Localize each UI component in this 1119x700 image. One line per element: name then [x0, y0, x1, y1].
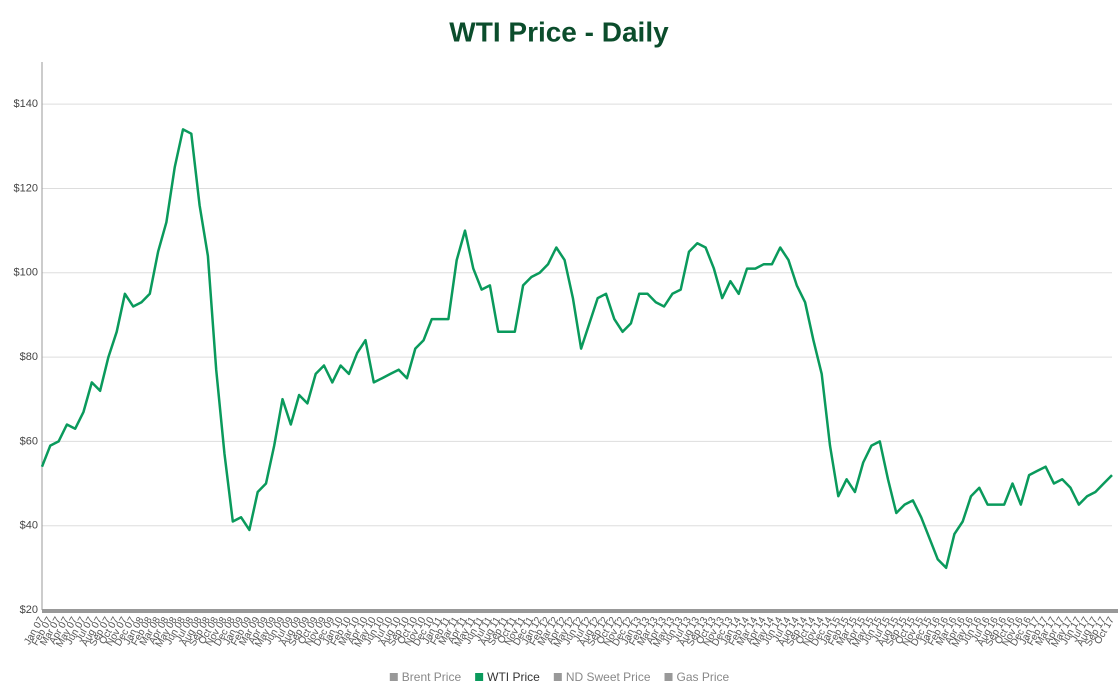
y-tick-label: $80 — [20, 351, 38, 363]
legend-label: ND Sweet Price — [566, 670, 651, 684]
legend-marker — [475, 673, 484, 681]
legend-marker — [389, 673, 398, 681]
line — [40, 128, 1113, 570]
y-tick-label: $120 — [14, 182, 38, 194]
legend-marker — [664, 673, 673, 681]
legend-marker — [553, 673, 562, 681]
legend-label: Gas Price — [677, 670, 730, 684]
legend-label: WTI Price — [487, 670, 540, 684]
y-tick-label: $100 — [14, 267, 38, 279]
y-tick-label: $40 — [20, 520, 38, 532]
y-tick-label: $140 — [14, 98, 38, 110]
y-tick-label: $60 — [20, 435, 38, 447]
legend-label: Brent Price — [402, 670, 462, 684]
legend: Brent Price WTI Price ND Sweet Price Gas Pr… — [389, 670, 730, 684]
y-tick-label: $20 — [20, 604, 38, 616]
chart-title: WTI Price - Daily — [449, 16, 669, 47]
